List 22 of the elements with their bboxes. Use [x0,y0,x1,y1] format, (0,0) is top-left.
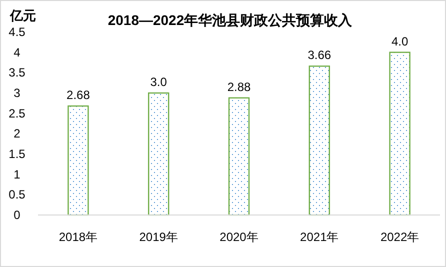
y-tick-label: 3 [14,86,21,100]
title: 2018—2022年华池县财政公共预算收入 [108,12,352,28]
y-tick-label: 2.5 [8,106,26,120]
y-tick-label: 0.5 [8,188,26,202]
ylabel: 亿元 [10,8,36,23]
y-tick-label: 2 [14,126,21,141]
x-tick-label: 2018年 [58,230,98,244]
x-tick-label: 2021年 [300,230,339,244]
y-tick-label: 1 [14,167,21,182]
data-label: 4.0 [391,34,408,48]
y-tick-label: 4 [14,45,21,60]
data-label: 2.68 [66,88,90,102]
y-tick-label: 3.5 [8,66,26,80]
y-tick-label: 1.5 [8,147,26,161]
x-tick-label: 2020年 [220,230,258,244]
x-tick-label: 2022年 [380,230,420,244]
data-label: 3.0 [150,75,168,89]
data-label: 3.66 [308,48,332,62]
y-tick-label: 0 [14,208,21,222]
y-tick-label: 4.5 [8,25,26,39]
x-tick-label: 2019年 [139,230,178,244]
data-label: 2.88 [227,80,251,94]
